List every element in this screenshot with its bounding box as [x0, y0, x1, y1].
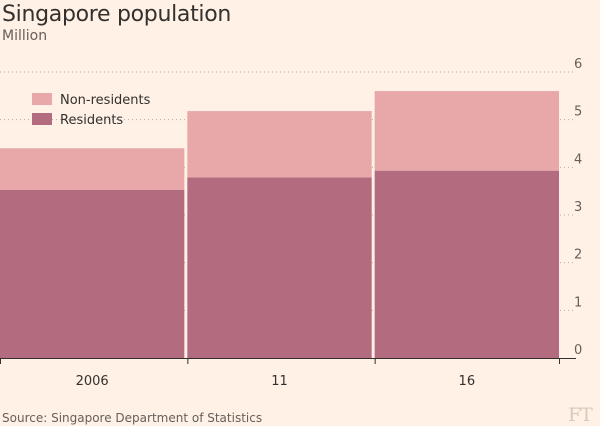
- legend-swatch: [32, 113, 52, 125]
- y-tick-label: 5: [574, 105, 582, 120]
- bar-residents: [374, 170, 559, 358]
- y-tick-label: 3: [574, 200, 582, 215]
- bar-residents: [187, 177, 372, 358]
- chart-subtitle: Million: [2, 28, 48, 44]
- bar-residents: [0, 189, 185, 358]
- legend-label: Residents: [60, 113, 123, 128]
- x-tick-label: 2006: [76, 374, 109, 389]
- y-tick-label: 4: [574, 152, 582, 167]
- chart-title: Singapore population: [2, 2, 232, 27]
- y-tick-label: 0: [574, 343, 582, 358]
- x-tick-label: 16: [459, 374, 476, 389]
- legend-label: Non-residents: [60, 93, 151, 108]
- bar-non-residents: [187, 111, 372, 178]
- source-note: Source: Singapore Department of Statisti…: [2, 411, 263, 425]
- y-tick-label: 1: [574, 295, 582, 310]
- ft-logo: FT: [568, 404, 593, 426]
- y-tick-label: 6: [574, 57, 582, 72]
- x-tick-label: 11: [271, 374, 288, 389]
- y-tick-label: 2: [574, 248, 582, 263]
- bar-non-residents: [374, 91, 559, 171]
- bar-non-residents: [0, 148, 185, 190]
- legend-swatch: [32, 93, 52, 105]
